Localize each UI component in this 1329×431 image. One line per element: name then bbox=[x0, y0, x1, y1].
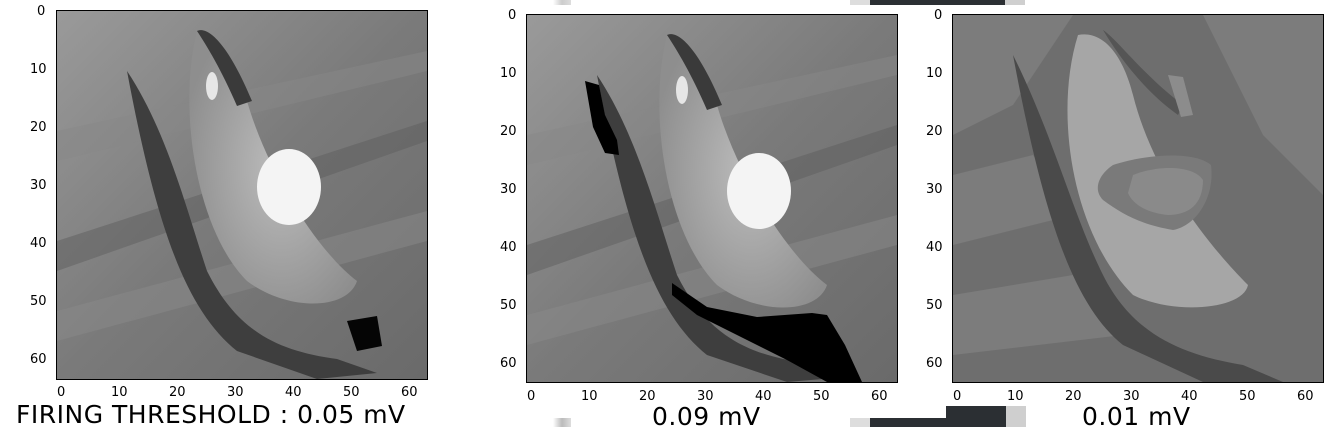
y-tick-label: 0 bbox=[37, 4, 46, 19]
x-tick-label: 30 bbox=[227, 385, 244, 400]
y-tick-label: 10 bbox=[926, 66, 943, 81]
x-tick-label: 60 bbox=[1297, 389, 1314, 404]
x-tick-label: 20 bbox=[169, 385, 186, 400]
artifact-strip-bottom-5 bbox=[1006, 406, 1026, 427]
caption-threshold: 0.01 mV bbox=[1082, 402, 1191, 431]
y-tick-label: 30 bbox=[500, 182, 517, 197]
y-tick-label: 30 bbox=[30, 178, 47, 193]
image-frame bbox=[952, 14, 1324, 383]
y-tick-label: 50 bbox=[926, 298, 943, 313]
artifact-strip-top-4 bbox=[1005, 0, 1025, 5]
y-tick-label: 40 bbox=[926, 240, 943, 255]
y-tick-label: 0 bbox=[508, 8, 517, 23]
x-tick-label: 20 bbox=[639, 389, 656, 404]
y-tick-label: 60 bbox=[926, 356, 943, 371]
y-tick-label: 10 bbox=[30, 62, 47, 77]
y-tick-label: 60 bbox=[30, 352, 47, 367]
y-tick-label: 50 bbox=[500, 298, 517, 313]
y-tick-label: 40 bbox=[30, 236, 47, 251]
caption-threshold: 0.09 mV bbox=[652, 402, 761, 431]
artifact-strip-bottom-2 bbox=[850, 418, 870, 427]
artifact-strip-bottom-4 bbox=[946, 406, 1006, 427]
caption-threshold: FIRING THRESHOLD : 0.05 mV bbox=[16, 400, 406, 429]
x-tick-label: 0 bbox=[57, 385, 66, 400]
artifact-strip-bottom-3 bbox=[870, 418, 946, 427]
x-tick-label: 0 bbox=[527, 389, 536, 404]
x-tick-label: 40 bbox=[285, 385, 302, 400]
y-tick-label: 20 bbox=[926, 124, 943, 139]
x-tick-label: 10 bbox=[1007, 389, 1024, 404]
y-tick-label: 10 bbox=[500, 66, 517, 81]
x-tick-label: 10 bbox=[581, 389, 598, 404]
x-tick-label: 60 bbox=[871, 389, 888, 404]
x-tick-label: 20 bbox=[1065, 389, 1082, 404]
x-tick-label: 50 bbox=[1239, 389, 1256, 404]
x-tick-label: 10 bbox=[111, 385, 128, 400]
x-tick-label: 30 bbox=[1123, 389, 1140, 404]
image-frame bbox=[526, 14, 898, 383]
x-tick-label: 0 bbox=[953, 389, 962, 404]
artifact-strip-bottom-1 bbox=[553, 418, 571, 427]
x-tick-label: 40 bbox=[755, 389, 772, 404]
panel-threshold-009: 0 10 20 30 40 50 60 0 10 20 30 40 50 60 … bbox=[500, 8, 898, 431]
y-tick-label: 20 bbox=[30, 120, 47, 135]
artifact-strip-top-3 bbox=[870, 0, 1005, 5]
image-frame bbox=[56, 10, 428, 380]
x-tick-label: 40 bbox=[1181, 389, 1198, 404]
eye-image bbox=[527, 15, 897, 382]
x-tick-label: 30 bbox=[697, 389, 714, 404]
artifact-strip-top-1 bbox=[553, 0, 571, 5]
y-tick-label: 60 bbox=[500, 356, 517, 371]
y-tick-label: 0 bbox=[934, 8, 943, 23]
x-tick-label: 60 bbox=[401, 385, 418, 400]
eye-image bbox=[953, 15, 1323, 382]
x-tick-label: 50 bbox=[813, 389, 830, 404]
y-tick-label: 40 bbox=[500, 240, 517, 255]
eye-image bbox=[57, 11, 427, 379]
panel-threshold-005: 0 10 20 30 40 50 60 0 10 20 30 40 50 60 … bbox=[0, 0, 440, 427]
y-tick-label: 20 bbox=[500, 124, 517, 139]
artifact-strip-top-2 bbox=[850, 0, 870, 5]
y-tick-label: 50 bbox=[30, 294, 47, 309]
x-tick-label: 50 bbox=[343, 385, 360, 400]
y-tick-label: 30 bbox=[926, 182, 943, 197]
